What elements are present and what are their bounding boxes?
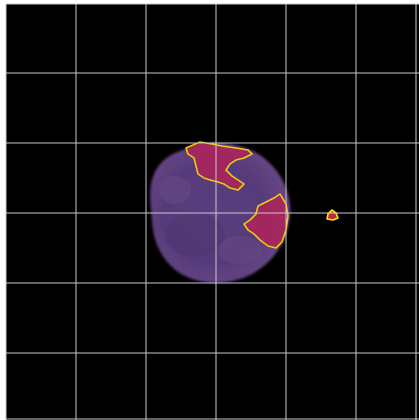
- cell-texture: [165, 213, 225, 257]
- cell-texture: [218, 236, 262, 264]
- segmented-region-right: [243, 193, 289, 249]
- segmented-region-top: [185, 141, 253, 191]
- cell-texture: [159, 176, 191, 204]
- grid-overlay: [5, 3, 419, 420]
